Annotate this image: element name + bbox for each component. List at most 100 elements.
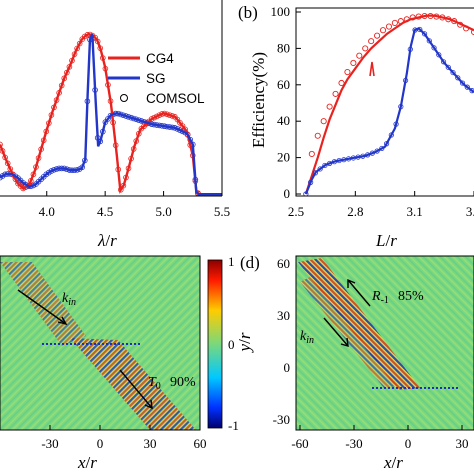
panel-b-x-tick-label: 3.4	[466, 204, 474, 219]
panel-a: 4.0 4.5 5.0 5.5 λ/r CG4 SG COMSOL	[0, 0, 230, 250]
panel-b-red-circle	[463, 25, 470, 32]
panel-b-red-circle	[326, 103, 333, 110]
panel-b-blue-circle	[440, 59, 447, 65]
panel-b-blue-circle	[402, 77, 409, 84]
panel-c-t0-arrow	[119, 369, 153, 409]
panel-b-blue-circle	[341, 157, 347, 163]
panel-c-t0-arrowhead	[144, 399, 153, 410]
panel-b-red-circle	[457, 21, 464, 28]
panel-a-x-tick-label: 5.0	[155, 204, 171, 219]
panel-b-blue-circle	[374, 148, 380, 154]
panel-b-red-circle	[427, 12, 434, 20]
panel-b-red-circle	[451, 18, 458, 25]
panel-d-x-tick-label: -30	[345, 436, 362, 451]
panel-c-x-label: x/r	[77, 453, 97, 472]
panel-b-blue-circle	[426, 38, 432, 44]
panel-b-blue-circle	[445, 64, 451, 70]
panel-b-x-tick-label: 3.1	[407, 204, 423, 219]
colorbar-max-label: 1	[228, 254, 235, 269]
panel-b-red-circle	[320, 118, 327, 125]
panel-b-red-circle	[421, 12, 428, 20]
panel-b-blue-circle	[303, 191, 309, 196]
panel-b-x-label: L/r	[375, 231, 397, 250]
panel-b-blue-circle	[312, 170, 318, 176]
panel-b-red-circle	[433, 13, 440, 20]
panel-c-t0-label: T0	[148, 375, 161, 392]
panel-b-blue-circle	[317, 166, 323, 172]
panel-a-x-tick-label: 4.5	[97, 204, 113, 219]
panel-b-red-circle	[344, 69, 351, 76]
panel-b-frame	[295, 7, 474, 197]
panel-b-blue-circle	[431, 45, 437, 51]
panel-a-series	[0, 31, 222, 196]
series-cg4	[0, 32, 222, 196]
panel-d-kin-arrow	[323, 317, 349, 347]
panel-b-blue-circle	[421, 31, 428, 37]
legend-comsol-marker	[120, 94, 128, 102]
panel-c-kin-arrowhead	[57, 316, 68, 326]
panel-b-blue-circle	[459, 80, 466, 86]
panel-b-blue-circle	[327, 160, 333, 167]
panel-d-incident-beam	[300, 276, 398, 388]
panel-a-x-label: λ/r	[97, 231, 117, 250]
panel-b-x-tick-labels: 2.5 2.8 3.1 3.4	[288, 191, 474, 219]
panel-a-x-tick-labels: 4.0 4.5 5.0 5.5	[39, 204, 231, 219]
panel-b-y-tick-label: 20	[277, 150, 290, 165]
panel-d-x-tick-label: 0	[405, 436, 412, 451]
panel-d-r1-value: 85%	[398, 289, 424, 304]
panel-b-blue-circle	[417, 26, 423, 33]
panel-b-red-circle	[379, 27, 387, 34]
panel-d-kin-arrowhead	[340, 337, 349, 347]
panel-d-r1-label: R-1	[371, 289, 389, 306]
panel-b-red-circle	[314, 132, 321, 139]
panel-b-red-circle	[391, 19, 398, 26]
panel-b-blue-circle	[464, 84, 470, 90]
panel-b-blue-circle	[398, 104, 404, 110]
panel-b-blue-circle	[383, 141, 390, 147]
legend-cg4-label: CG4	[146, 51, 174, 66]
panel-b-blue-circle	[369, 150, 375, 156]
panel-b-arrow-marker	[369, 61, 375, 77]
panel-b-y-tick-label: 100	[271, 4, 291, 19]
panel-c-incident-beam	[0, 262, 86, 346]
panel-d-kin-label: kin	[300, 329, 314, 346]
panel-d-y-tick-labels: -30 0 30 60	[273, 256, 301, 427]
panel-b-blue-circle	[308, 179, 314, 185]
panel-b-y-tick-labels: 0 20 40 60 80 100	[271, 4, 301, 201]
panel-d-y-tick-label: 30	[277, 308, 290, 323]
panel-b-blue-circle	[331, 159, 337, 165]
panel-b-blue-circle	[393, 121, 399, 127]
panel-c-x-tick-label: 0	[97, 436, 104, 451]
panel-b-red-circle	[368, 38, 375, 45]
panel-b-blue-line	[304, 27, 474, 195]
panel-b-red-circle	[409, 14, 416, 21]
panel-b-blue-circle	[436, 52, 442, 58]
panel-c-x-tick-labels: -30 0 30 60	[41, 425, 207, 451]
panel-b-label: (b)	[238, 3, 258, 22]
panel-b: (b) Efficiency(%) 0 20 40 60 80 100 2.5 2.8 3.1…	[238, 3, 474, 250]
panel-b-red-circle	[338, 79, 345, 87]
panel-b-red-circle	[397, 18, 404, 25]
panel-d-y-tick-label: -30	[273, 412, 290, 427]
panel-b-y-label: Efficiency(%)	[249, 52, 268, 148]
colorbar-mid-label: 0	[228, 337, 235, 352]
panel-b-blue-circle	[350, 155, 356, 161]
panel-b-y-tick-label: 0	[284, 186, 291, 201]
panel-d-frame	[295, 255, 474, 431]
panel-d-y-tick-label: 60	[277, 256, 290, 271]
panel-b-red-circle	[445, 16, 452, 23]
panel-b-y-tick-label: 80	[277, 40, 290, 55]
panel-d-y-label: y/r	[235, 332, 254, 353]
panel-c-transmitted-beam	[70, 338, 196, 430]
panel-a-x-tick-label: 5.5	[214, 204, 230, 219]
panel-c: kin T0 90% -30 0 30 60 x/r 1 0 -1	[0, 254, 239, 472]
panel-b-x-tick-label: 2.8	[347, 204, 363, 219]
comsol-marker-sg	[0, 174, 3, 181]
panel-b-red-circle	[374, 32, 381, 39]
panel-b-series	[303, 12, 474, 196]
panel-b-blue-circle	[379, 145, 385, 152]
panel-b-red-circle	[385, 23, 393, 30]
colorbar-min-label: -1	[228, 418, 239, 433]
